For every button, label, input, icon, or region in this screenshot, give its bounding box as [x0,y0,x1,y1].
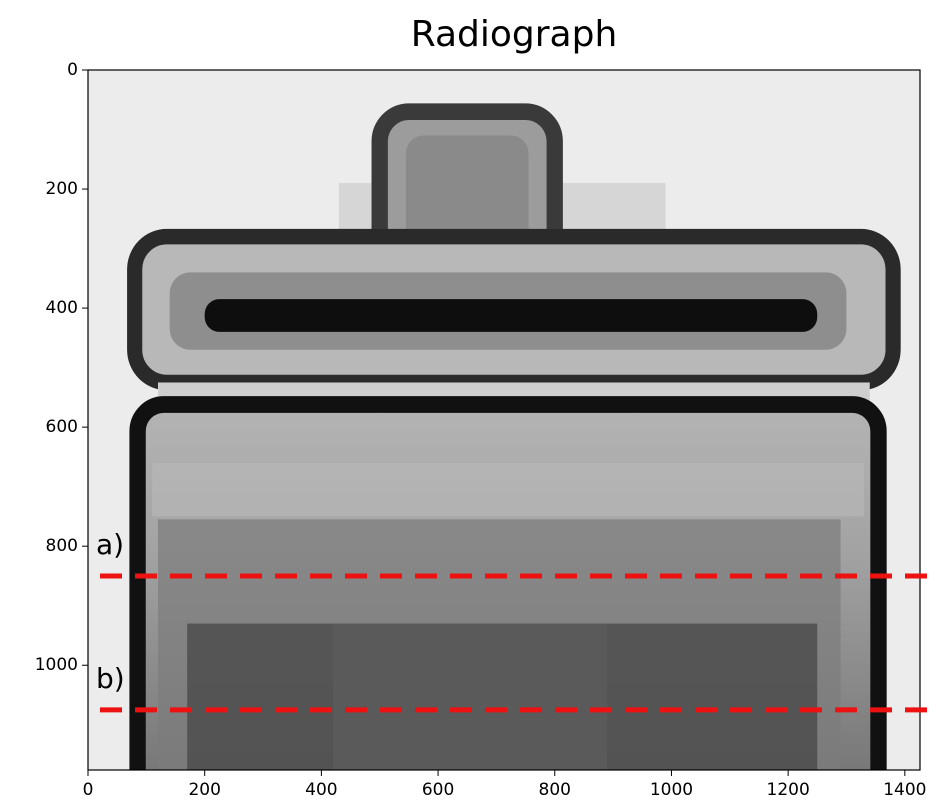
annotation-label: b) [96,662,125,695]
x-tick-label: 800 [539,780,571,800]
x-tick-label: 600 [422,780,454,800]
chart-title: Radiograph [411,14,618,55]
y-tick-label: 0 [67,60,78,80]
x-tick-label: 0 [83,780,94,800]
y-tick-label: 600 [46,417,78,437]
x-tick-label: 1400 [883,780,926,800]
x-tick-label: 1000 [650,780,693,800]
y-tick-label: 1000 [35,655,78,675]
axes-frame [87,69,921,771]
y-tick-label: 800 [46,536,78,556]
radiograph [88,70,920,770]
x-tick-label: 1200 [767,780,810,800]
annotation-label: a) [96,528,124,561]
x-tick-label: 200 [188,780,220,800]
y-tick-label: 400 [46,298,78,318]
x-tick-label: 400 [305,780,337,800]
y-tick-label: 200 [46,179,78,199]
